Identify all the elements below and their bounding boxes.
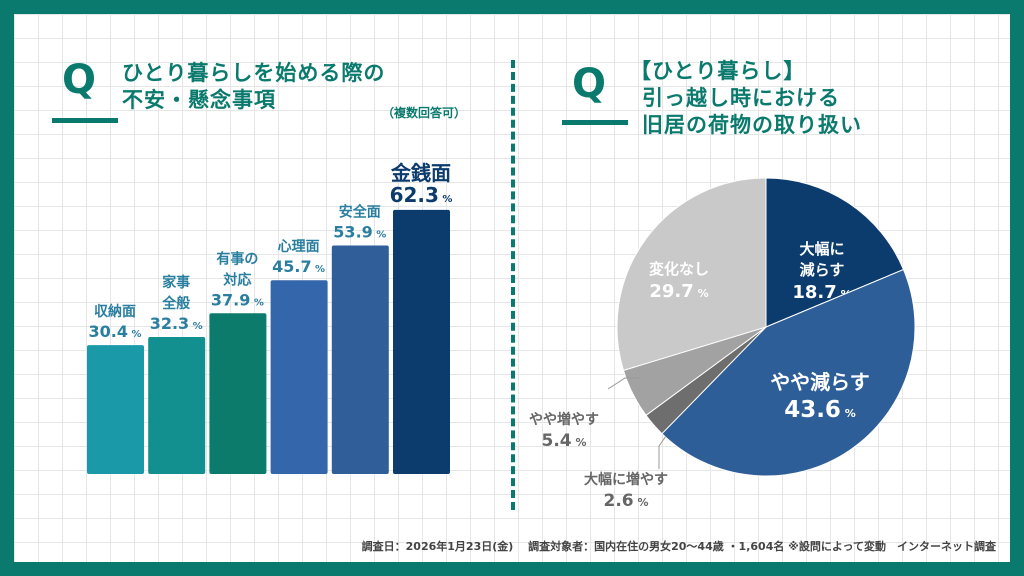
divider (511, 60, 515, 510)
leader-line (607, 377, 641, 390)
right-title-line3: 旧居の荷物の取り扱い (642, 113, 862, 137)
bar-category-label: 安全面 (339, 203, 381, 220)
bar (87, 345, 144, 474)
pie-value-label: 29.7 % (649, 281, 708, 302)
pie-slice-label: 大幅に (799, 240, 844, 258)
bar (393, 209, 450, 474)
bar (209, 313, 267, 474)
pie-slice-label: やや増やす (529, 411, 599, 428)
bar-value-label: 53.9 % (333, 222, 386, 241)
pie-slice-label: やや減らす (770, 370, 870, 394)
bar-category-label: 有事の (216, 250, 258, 267)
left-title-line1: ひとり暮らしを始める際の (122, 61, 386, 85)
bar-value-label: 45.7 % (272, 257, 325, 276)
pie-value-label: 2.6 % (604, 491, 649, 511)
q-icon-right: Q (572, 61, 607, 107)
pie-slice (765, 177, 905, 328)
leader-line (658, 435, 667, 469)
bar (270, 280, 328, 474)
bar-category-label: 金銭面 (390, 161, 451, 185)
pie-slice (616, 177, 767, 371)
left-note: （複数回答可） (382, 106, 467, 120)
bar-category-label: 収納面 (94, 303, 136, 320)
bar-value-label: 32.3 % (150, 314, 203, 333)
pie-slice-label: 減らす (800, 261, 845, 279)
right-title-line2: 引っ越し時における (642, 86, 840, 110)
bar-category-label: 対応 (222, 271, 251, 288)
left-title-line2: 不安・懸念事項 (122, 88, 276, 112)
pie-slice-label: 大幅に増やす (584, 471, 668, 488)
q-underline (52, 118, 118, 123)
bar-value-label: 62.3 % (390, 183, 453, 207)
bar-value-label: 37.9 % (211, 290, 264, 309)
pie-slice-label: 変化なし (649, 260, 709, 278)
bar-category-label: 全般 (161, 295, 190, 312)
q-icon-left: Q (62, 57, 97, 103)
bar (331, 245, 389, 474)
bar-category-label: 心理面 (278, 239, 320, 255)
footer-note: 調査日：2026年1月23日(金) 調査対象者：国内在住の男女20～44歳 ・1… (361, 540, 996, 553)
bar (148, 337, 206, 474)
right-title-line1: 【ひとり暮らし】 (630, 59, 806, 83)
charts: 30.4 % 収納面 32.3 % 全般 家事 37.9 % 対応 有事の 45.7 % 心理面 5… (87, 161, 916, 511)
infographic: Q ひとり暮らしを始める際の 不安・懸念事項 （複数回答可） Q 【ひとり暮らし… (14, 14, 1010, 562)
q-underline (562, 120, 628, 125)
pie-slice (661, 268, 916, 477)
bar-category-label: 家事 (162, 274, 190, 291)
bar-value-label: 30.4 % (89, 322, 142, 341)
pie-value-label: 5.4 % (542, 431, 587, 451)
